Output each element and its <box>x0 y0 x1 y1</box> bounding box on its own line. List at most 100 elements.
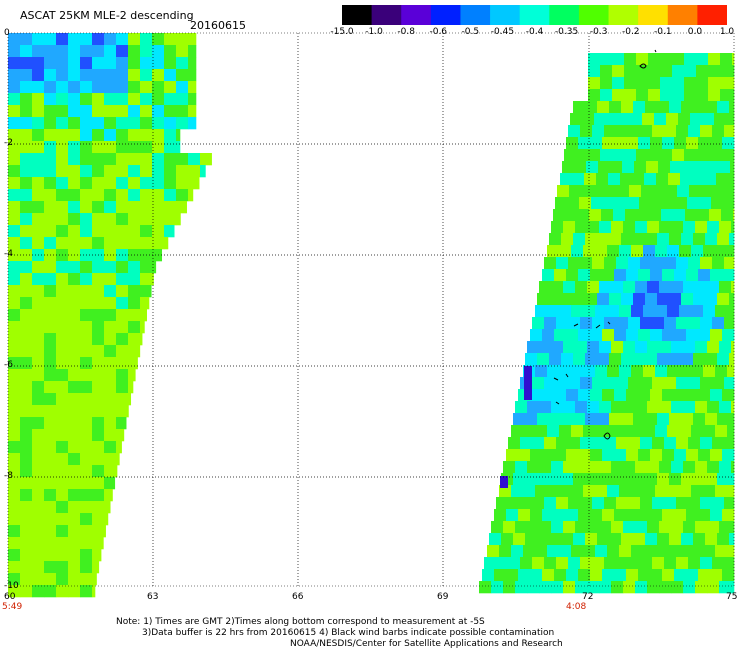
swath-cell <box>32 405 45 418</box>
swath-cell <box>714 113 727 126</box>
swath-cell <box>104 69 117 82</box>
swath-cell <box>681 533 694 546</box>
swath-cell <box>152 33 165 46</box>
swath-cell <box>719 401 732 414</box>
swath-cell <box>200 165 206 178</box>
swath-cell <box>554 269 567 282</box>
swath-cell <box>711 197 724 210</box>
swath-cell <box>679 545 692 558</box>
swath-cell <box>636 53 649 66</box>
swath-cell <box>20 297 33 310</box>
swath-cell <box>707 521 720 534</box>
swath-cell <box>188 177 200 190</box>
swath-cell <box>707 221 720 234</box>
swath-cell <box>590 449 603 462</box>
swath-cell <box>638 569 651 582</box>
swath-cell <box>530 509 543 522</box>
swath-cell <box>68 357 81 370</box>
swath-cell <box>588 53 601 66</box>
swath-cell <box>577 209 590 222</box>
swath-cell <box>20 165 33 178</box>
swath-cell <box>140 285 152 298</box>
swath-cell <box>595 305 608 318</box>
swath-cell <box>664 497 677 510</box>
swath-cell <box>588 65 601 78</box>
swath-cell <box>619 245 632 258</box>
swath-cell <box>487 545 500 558</box>
swath-cell <box>700 557 713 570</box>
swath-cell <box>638 449 651 462</box>
swath-cell <box>729 293 735 306</box>
swath-cell <box>696 149 709 162</box>
swath-cell <box>92 501 105 514</box>
swath-cell <box>8 153 21 166</box>
swath-cell <box>539 521 552 534</box>
swath-cell <box>508 437 521 450</box>
swath-cell <box>563 221 576 234</box>
swath-cell <box>640 377 653 390</box>
swath-cell <box>659 281 672 294</box>
swath-cell <box>731 521 735 534</box>
swath-cell <box>32 105 45 118</box>
swath-cell <box>32 417 45 430</box>
swath-cell <box>710 329 723 342</box>
swath-cell <box>700 257 713 270</box>
swath-cell <box>80 189 93 202</box>
swath-cell <box>68 381 81 394</box>
swath-cell <box>674 509 687 522</box>
swath-cell <box>690 113 703 126</box>
swath-cell <box>20 309 33 322</box>
swath-cell <box>44 345 57 358</box>
swath-cell <box>544 557 557 570</box>
swath-cell <box>576 149 589 162</box>
swath-cell <box>590 269 603 282</box>
swath-cell <box>667 425 680 438</box>
swath-cell <box>80 273 93 286</box>
swath-cell <box>590 137 603 150</box>
swath-cell <box>607 245 620 258</box>
swath-cell <box>128 93 141 106</box>
swath-cell <box>68 561 81 574</box>
swath-cell <box>56 153 69 166</box>
swath-cell <box>595 425 608 438</box>
swath-cell <box>648 149 661 162</box>
swath-cell <box>555 197 568 210</box>
swath-cell <box>705 233 718 246</box>
swath-cell <box>592 257 605 270</box>
swath-cell <box>623 221 636 234</box>
swath-cell <box>56 429 69 442</box>
swath-cell <box>104 213 117 226</box>
swath-cell <box>563 281 576 294</box>
swath-cell <box>547 245 560 258</box>
swath-cell <box>176 57 189 70</box>
swath-cell <box>611 281 624 294</box>
swath-cell <box>116 201 129 214</box>
swath-cell <box>56 453 69 466</box>
swath-cell <box>559 425 572 438</box>
swath-cell <box>699 197 712 210</box>
swath-cell <box>672 77 685 90</box>
swath-cell <box>646 161 659 174</box>
swath-cell <box>68 489 81 502</box>
swath-cell <box>614 269 627 282</box>
swath-cell <box>575 341 588 354</box>
swath-cell <box>650 569 663 582</box>
swath-cell <box>628 125 641 138</box>
swath-cell <box>140 201 153 214</box>
swath-cell <box>520 497 533 510</box>
swath-cell <box>720 53 733 66</box>
swath-cell <box>32 69 45 82</box>
swath-cell <box>586 161 599 174</box>
swath-cell <box>645 473 658 486</box>
swath-cell <box>116 273 129 286</box>
swath-cell <box>619 425 632 438</box>
swath-cell <box>579 197 592 210</box>
swath-cell <box>8 561 21 574</box>
swath-cell <box>128 141 141 154</box>
swath-cell <box>638 137 651 150</box>
swath-cell <box>587 341 600 354</box>
swath-cell <box>20 525 33 538</box>
swath-cell <box>649 209 662 222</box>
swath-cell <box>659 581 672 594</box>
swath-cell <box>116 405 129 418</box>
